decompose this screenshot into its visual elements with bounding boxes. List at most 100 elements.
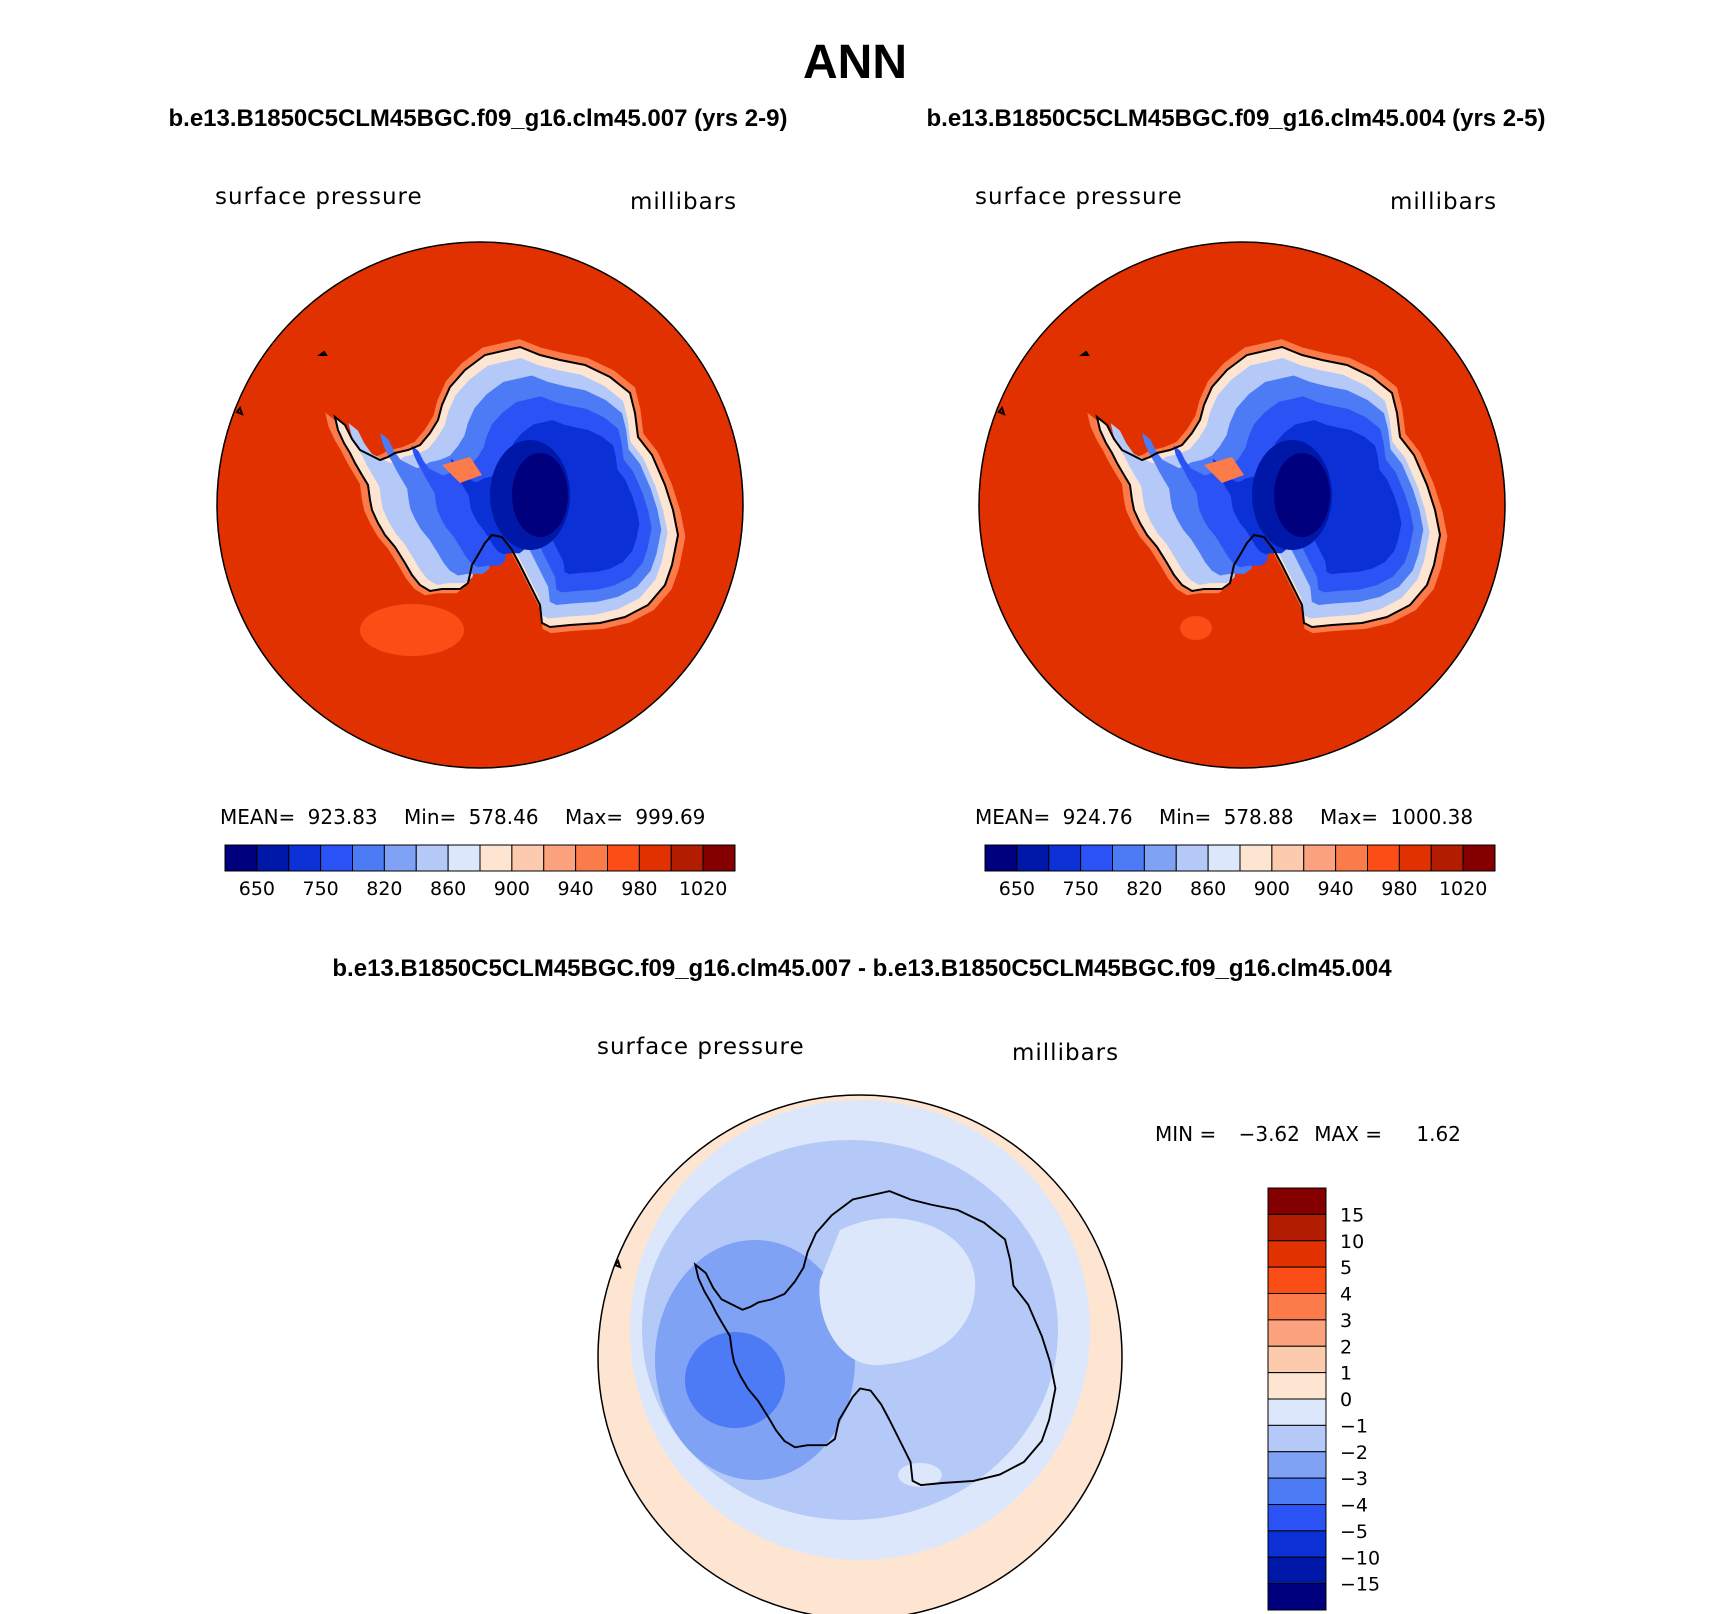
- colorbar-swatch: [1303, 844, 1337, 872]
- colorbar-swatch: [1207, 844, 1241, 872]
- colorbar-tick-label: −2: [1340, 1442, 1368, 1464]
- case-title-right: b.e13.B1850C5CLM45BGC.f09_g16.clm45.004 …: [927, 105, 1546, 132]
- colorbar-swatch: [1175, 844, 1209, 872]
- colorbar-swatch: [1267, 1372, 1327, 1400]
- units-label-right: millibars: [1390, 189, 1497, 215]
- colorbar-swatch: [984, 844, 1018, 872]
- colorbar-tick-label: −10: [1340, 1547, 1380, 1569]
- colorbar-tick-label: 940: [557, 878, 593, 900]
- case-title-difference: b.e13.B1850C5CLM45BGC.f09_g16.clm45.007 …: [332, 955, 1392, 982]
- colorbar-tick-label: 940: [1317, 878, 1353, 900]
- colorbar-tick-label: −4: [1340, 1495, 1368, 1517]
- panel-left: surface pressure millibars MEAN=: [215, 184, 744, 900]
- colorbar-swatch: [511, 844, 545, 872]
- colorbar-swatch: [1267, 1266, 1327, 1294]
- colorbar-swatch: [607, 844, 640, 872]
- main-title: ANN: [803, 36, 907, 89]
- colorbar-tick-label: 10: [1340, 1231, 1364, 1253]
- colorbar-swatch: [1080, 844, 1113, 872]
- colorbar-tick-label: 750: [1062, 878, 1098, 900]
- colorbar-right: 650 750 820 860 900 940 980 1020: [984, 844, 1496, 900]
- colorbar-swatch: [447, 844, 481, 872]
- colorbar-swatch: [1267, 1477, 1327, 1505]
- colorbar-swatch: [543, 844, 577, 872]
- colorbar-tick-label: 4: [1340, 1284, 1352, 1306]
- colorbar-swatch: [320, 844, 353, 872]
- colorbar-swatch: [1143, 844, 1177, 872]
- colorbar-tick-label: 750: [302, 878, 338, 900]
- colorbar-swatch: [1267, 1530, 1327, 1558]
- colorbar-swatch: [1267, 1345, 1327, 1374]
- colorbar-tick-label: 860: [1190, 878, 1226, 900]
- colorbar-swatch: [352, 844, 385, 872]
- polar-map-difference: [598, 1095, 1122, 1614]
- colorbar-swatch: [575, 844, 608, 872]
- colorbar-swatch: [256, 844, 290, 872]
- colorbar-tick-label: 980: [1381, 878, 1417, 900]
- colorbar-swatch: [288, 844, 322, 872]
- panel-right: surface pressure millibars MEAN= 924.: [975, 184, 1506, 900]
- colorbar-tick-label: 900: [494, 878, 530, 900]
- colorbar-swatch: [1367, 844, 1400, 872]
- colorbar-swatch: [638, 844, 672, 872]
- variable-label-difference: surface pressure: [597, 1034, 805, 1060]
- colorbar-swatch: [1239, 844, 1273, 872]
- colorbar-swatch: [415, 844, 449, 872]
- colorbar-swatch: [383, 844, 417, 872]
- colorbar-swatch: [1462, 844, 1496, 872]
- colorbar-tick-label: 820: [366, 878, 402, 900]
- colorbar-swatch: [1267, 1504, 1327, 1532]
- colorbar-tick-label: 860: [430, 878, 466, 900]
- colorbar-swatch: [1267, 1424, 1327, 1453]
- colorbar-tick-label: 5: [1340, 1257, 1352, 1279]
- colorbar-swatch: [1398, 844, 1432, 872]
- units-label-difference: millibars: [1012, 1040, 1119, 1066]
- colorbar-swatch: [1016, 844, 1050, 872]
- colorbar-tick-label: 2: [1340, 1336, 1352, 1358]
- colorbar-swatch: [1267, 1319, 1327, 1347]
- colorbar-swatch: [224, 844, 258, 872]
- colorbar-swatch: [702, 844, 736, 872]
- colorbar-tick-label: 1: [1340, 1363, 1352, 1385]
- colorbar-swatch: [1267, 1213, 1327, 1242]
- stats-right: MEAN= 924.76 Min= 578.88 Max= 1000.38: [975, 805, 1473, 829]
- colorbar-tick-label: 1020: [679, 878, 727, 900]
- polar-map-left: [217, 242, 743, 768]
- colorbar-swatch: [1267, 1398, 1327, 1426]
- variable-label-right: surface pressure: [975, 184, 1183, 210]
- colorbar-tick-label: 15: [1340, 1204, 1364, 1226]
- colorbar-swatch: [1112, 844, 1145, 872]
- variable-label-left: surface pressure: [215, 184, 423, 210]
- colorbar-tick-label: 650: [999, 878, 1035, 900]
- colorbar-swatch: [1267, 1556, 1327, 1585]
- colorbar-tick-label: 0: [1340, 1389, 1352, 1411]
- panel-difference: surface pressure millibars MIN = −3.62 M…: [597, 1034, 1461, 1614]
- colorbar-tick-label: 820: [1126, 878, 1162, 900]
- colorbar-tick-label: 900: [1254, 878, 1290, 900]
- colorbar-swatch: [1048, 844, 1082, 872]
- colorbar-swatch: [1267, 1451, 1327, 1479]
- colorbar-tick-label: −1: [1340, 1415, 1368, 1437]
- colorbar-tick-label: −3: [1340, 1468, 1368, 1490]
- colorbar-tick-label: −5: [1340, 1521, 1368, 1543]
- colorbar-swatch: [479, 844, 513, 872]
- colorbar-swatch: [1267, 1240, 1327, 1268]
- units-label-left: millibars: [630, 189, 737, 215]
- colorbar-tick-label: −15: [1340, 1574, 1380, 1596]
- stats-left: MEAN= 923.83 Min= 578.46 Max= 999.69: [220, 805, 705, 829]
- colorbar-tick-label: 650: [239, 878, 275, 900]
- diff-minmax: MIN = −3.62 MAX = 1.62: [1155, 1122, 1461, 1146]
- colorbar-swatch: [1335, 844, 1368, 872]
- colorbar-swatch: [1267, 1293, 1327, 1321]
- polar-map-right: [979, 242, 1505, 768]
- colorbar-tick-label: 3: [1340, 1310, 1352, 1332]
- colorbar-tick-label: 1020: [1439, 878, 1487, 900]
- colorbar-swatch: [1267, 1583, 1327, 1611]
- colorbar-swatch: [1430, 844, 1464, 872]
- colorbar-swatch: [1271, 844, 1305, 872]
- colorbar-swatch: [670, 844, 704, 872]
- case-title-left: b.e13.B1850C5CLM45BGC.f09_g16.clm45.007 …: [169, 105, 788, 132]
- colorbar-tick-label: 980: [621, 878, 657, 900]
